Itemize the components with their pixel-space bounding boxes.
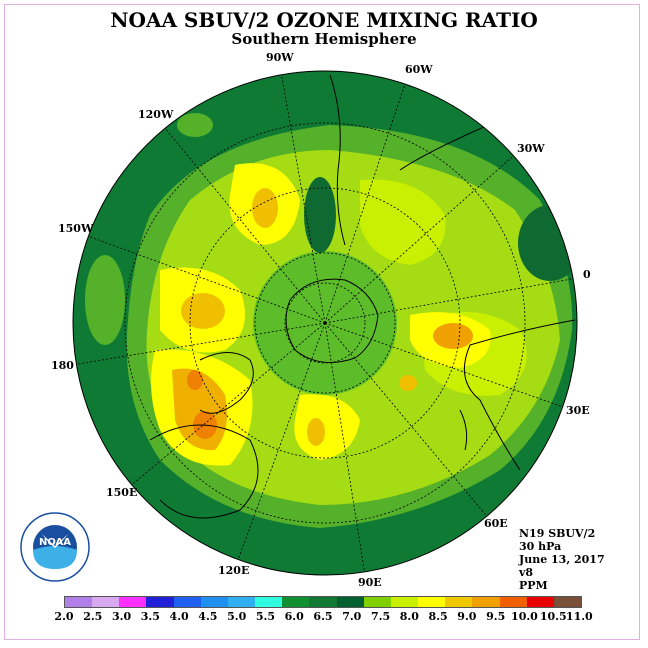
- scale-tick-label: 2.0: [54, 610, 74, 623]
- map-subtitle: Southern Hemisphere: [231, 30, 417, 48]
- lon-label-0: 0: [583, 268, 591, 281]
- lon-label-90e: 90E: [358, 576, 382, 589]
- scale-tick-label: 5.0: [227, 610, 247, 623]
- meta-level: 30 hPa: [519, 540, 562, 553]
- antarctica-coastline: [285, 278, 379, 363]
- scale-segment: [119, 597, 147, 607]
- scale-tick-label: 4.0: [169, 610, 189, 623]
- scale-segment: [65, 597, 93, 607]
- scale-tick-label: 9.5: [486, 610, 506, 623]
- madagascar-coastline: [459, 409, 468, 451]
- meta-units: PPM: [519, 579, 548, 592]
- lon-label-90w: 90W: [266, 51, 294, 64]
- scale-tick-label: 10.5: [539, 610, 567, 623]
- scale-tick-label: 11.0: [565, 610, 593, 623]
- scale-tick-label: 5.5: [255, 610, 276, 623]
- figure-frame: [4, 4, 640, 640]
- ozone-patch-dark-2: [518, 205, 577, 281]
- lon-label-180: 180: [51, 359, 74, 372]
- scale-tick-label: 6.0: [284, 610, 304, 623]
- scale-tick-label: 3.5: [140, 610, 160, 623]
- meta-date: June 13, 2017: [519, 553, 605, 566]
- ozone-patch-lime-1: [360, 179, 446, 265]
- ozone-patch-orange-2: [252, 188, 278, 228]
- ozone-patch-orange-4: [433, 323, 473, 349]
- scale-segment: [526, 597, 554, 607]
- scale-segment: [309, 597, 337, 607]
- ozone-patch-yellow-4: [294, 394, 360, 460]
- lon-label-150w: 150W: [58, 222, 94, 235]
- lon-label-30w: 30W: [517, 142, 545, 155]
- ozone-field: [73, 71, 577, 575]
- ozone-patch-mid-1: [177, 113, 213, 137]
- south-america-coastline: [329, 74, 346, 246]
- australia-coastline: [149, 424, 259, 519]
- africa-coastline: [463, 319, 576, 471]
- scale-segment: [146, 597, 174, 607]
- globe-outline: [72, 70, 578, 576]
- ozone-patch-orange-6: [399, 375, 417, 391]
- lon-label-30e: 30E: [566, 404, 590, 417]
- meta-version: v8: [519, 566, 534, 579]
- meta-satellite: N19 SBUV/2: [519, 527, 596, 540]
- scale-tick-label: 3.0: [111, 610, 132, 623]
- scale-tick-label: 8.5: [428, 610, 448, 623]
- scale-tick-label: 6.5: [313, 610, 333, 623]
- lon-label-150e: 150E: [106, 486, 138, 499]
- scale-segment: [173, 597, 201, 607]
- scale-segment: [472, 597, 500, 607]
- scale-tick-label: 7.0: [342, 610, 362, 623]
- scale-segment: [445, 597, 473, 607]
- scale-segment: [227, 597, 256, 607]
- scale-tick-label: 7.5: [370, 610, 391, 623]
- map-metadata: N19 SBUV/2 30 hPa June 13, 2017 v8 PPM: [519, 527, 605, 592]
- scale-tick-label: 9.0: [457, 610, 477, 623]
- scale-segment: [336, 597, 364, 607]
- lon-label-60w: 60W: [405, 63, 433, 76]
- graticule: [73, 71, 577, 575]
- scale-segment: [553, 597, 581, 607]
- map-title: NOAA SBUV/2 OZONE MIXING RATIO: [110, 8, 538, 32]
- color-scale-bar: [64, 596, 582, 608]
- new-zealand-coastline: [199, 352, 254, 414]
- ozone-patch-dark-1: [304, 177, 336, 253]
- scale-tick-label: 10.0: [511, 610, 538, 623]
- scale-segment: [200, 597, 228, 607]
- scale-tick-label: 8.0: [399, 610, 419, 623]
- logo-text: NOAA: [39, 537, 71, 548]
- color-scale-labels: 2.0 2.5 3.0 3.5 4.0 4.5 5.0 5.5 6.0 6.5 7.0 7.5 8.0 8…: [54, 610, 592, 624]
- ozone-patch-orange-1: [181, 293, 225, 329]
- ozone-patch-orange-5: [307, 418, 325, 446]
- scale-segment: [390, 597, 419, 607]
- lon-label-60e: 60E: [484, 517, 508, 530]
- ozone-patch-orange-8: [187, 370, 203, 390]
- noaa-logo: NOAA: [20, 512, 90, 582]
- scale-segment: [92, 597, 120, 607]
- scale-tick-label: 4.5: [198, 610, 218, 623]
- scale-segment: [255, 597, 283, 607]
- ozone-patch-mid-2: [85, 255, 125, 345]
- scale-segment: [363, 597, 391, 607]
- scale-segment: [418, 597, 446, 607]
- scale-segment: [499, 597, 527, 607]
- scale-segment: [282, 597, 310, 607]
- scale-tick-label: 2.5: [83, 610, 103, 623]
- lon-label-120w: 120W: [138, 108, 174, 121]
- lon-label-120e: 120E: [218, 564, 250, 577]
